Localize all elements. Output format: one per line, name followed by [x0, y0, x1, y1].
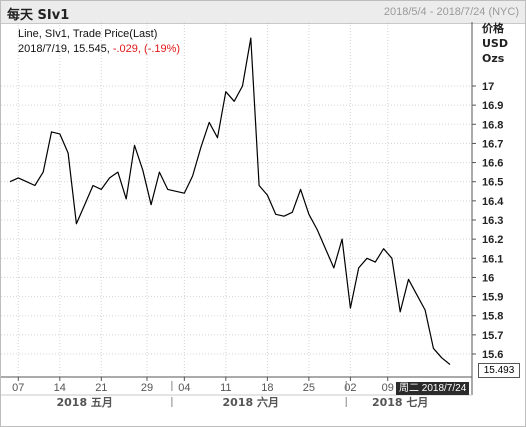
data-point	[341, 238, 344, 241]
data-point	[324, 247, 327, 250]
y-axis-header: USD	[482, 37, 508, 50]
data-point	[42, 171, 45, 174]
legend-value: 15.545,	[73, 43, 110, 55]
data-point	[415, 293, 418, 296]
panel-title: 每天 SIv1	[7, 8, 70, 23]
y-tick-label: 16.8	[482, 119, 503, 131]
data-point	[75, 222, 78, 225]
month-label: 2018 七月	[372, 395, 428, 409]
data-point	[424, 308, 427, 311]
data-point	[266, 194, 269, 197]
y-tick-label: 15.6	[482, 349, 503, 361]
data-point	[58, 132, 61, 135]
data-point	[233, 100, 236, 103]
y-tick-label: 16.3	[482, 215, 503, 227]
data-point	[316, 228, 319, 231]
data-point	[258, 184, 261, 187]
data-point	[432, 347, 435, 350]
month-label: 2018 六月	[223, 395, 279, 409]
data-point	[332, 266, 335, 269]
data-point	[440, 356, 443, 359]
legend-date: 2018/7/19,	[18, 43, 70, 55]
y-axis-header: Ozs	[482, 52, 505, 65]
y-tick-label: 16.5	[482, 177, 503, 189]
x-tick-label: 11	[220, 382, 231, 394]
data-point	[67, 152, 70, 155]
last-price-label: 15.493	[478, 363, 520, 378]
data-point	[249, 37, 252, 40]
x-tick-label: 07	[12, 382, 24, 394]
data-point	[216, 136, 219, 139]
data-point	[150, 203, 153, 206]
cursor-date-label: 周二 2018/7/24	[396, 382, 470, 395]
y-tick-label: 16.6	[482, 158, 503, 170]
x-tick-label: 14	[54, 382, 66, 394]
data-point	[208, 121, 211, 124]
x-tick-label: 09	[382, 382, 394, 394]
data-point	[92, 184, 95, 187]
y-tick-label: 16	[482, 272, 494, 284]
data-point	[365, 257, 368, 260]
data-point	[133, 144, 136, 147]
data-point	[158, 171, 161, 174]
data-point	[349, 307, 352, 310]
data-point	[199, 146, 202, 149]
data-point	[374, 261, 377, 264]
data-point	[33, 184, 36, 187]
legend-series: Line, SIv1, Trade Price(Last)	[18, 28, 158, 40]
data-point	[17, 176, 20, 179]
x-tick-label: 29	[141, 382, 153, 394]
legend-pct: (-.19%)	[144, 43, 181, 55]
data-point	[224, 90, 227, 93]
data-point	[241, 85, 244, 88]
y-tick-label: 15.9	[482, 292, 503, 304]
data-point	[449, 363, 452, 366]
y-axis-header: 价格	[482, 21, 505, 35]
data-point	[382, 247, 385, 250]
data-point	[125, 197, 128, 200]
y-tick-label: 16.1	[482, 253, 503, 265]
data-point	[50, 130, 53, 133]
data-point	[108, 176, 111, 179]
data-point	[282, 215, 285, 218]
y-tick-label: 16.7	[482, 138, 503, 150]
y-tick-label: 15.7	[482, 330, 503, 342]
data-point	[307, 213, 310, 216]
data-point	[357, 266, 360, 269]
y-tick-label: 16.2	[482, 234, 503, 246]
x-tick-label: 02	[344, 382, 356, 394]
data-point	[390, 257, 393, 260]
date-range: 2018/5/4 - 2018/7/24 (NYC)	[383, 6, 519, 18]
legend-change: -.029,	[112, 43, 141, 55]
x-tick-label: 04	[178, 382, 190, 394]
data-point	[25, 180, 28, 183]
data-point	[175, 190, 178, 193]
data-point	[291, 211, 294, 214]
month-label: 2018 五月	[56, 396, 112, 409]
x-tick-label: 18	[261, 382, 273, 394]
y-tick-label: 17	[482, 81, 494, 93]
y-tick-label: 16.9	[482, 100, 503, 112]
y-tick-label: 15.8	[482, 311, 503, 323]
data-point	[407, 278, 410, 281]
legend-values: 2018/7/19, 15.545, -.029, (-.19%)	[18, 43, 180, 55]
x-tick-label: 25	[303, 382, 315, 394]
data-point	[9, 180, 12, 183]
data-point	[274, 213, 277, 216]
data-point	[166, 188, 169, 191]
y-tick-label: 16.4	[482, 196, 504, 208]
data-point	[399, 310, 402, 313]
data-point	[116, 171, 119, 174]
price-line	[9, 37, 451, 365]
x-tick-label: 21	[95, 382, 107, 394]
data-point	[83, 203, 86, 206]
data-point	[183, 192, 186, 195]
title-bar: 每天 SIv1 2018/5/4 - 2018/7/24 (NYC)	[1, 1, 525, 24]
data-point	[299, 188, 302, 191]
data-point	[141, 169, 144, 172]
data-point	[100, 188, 103, 191]
data-point	[191, 174, 194, 177]
